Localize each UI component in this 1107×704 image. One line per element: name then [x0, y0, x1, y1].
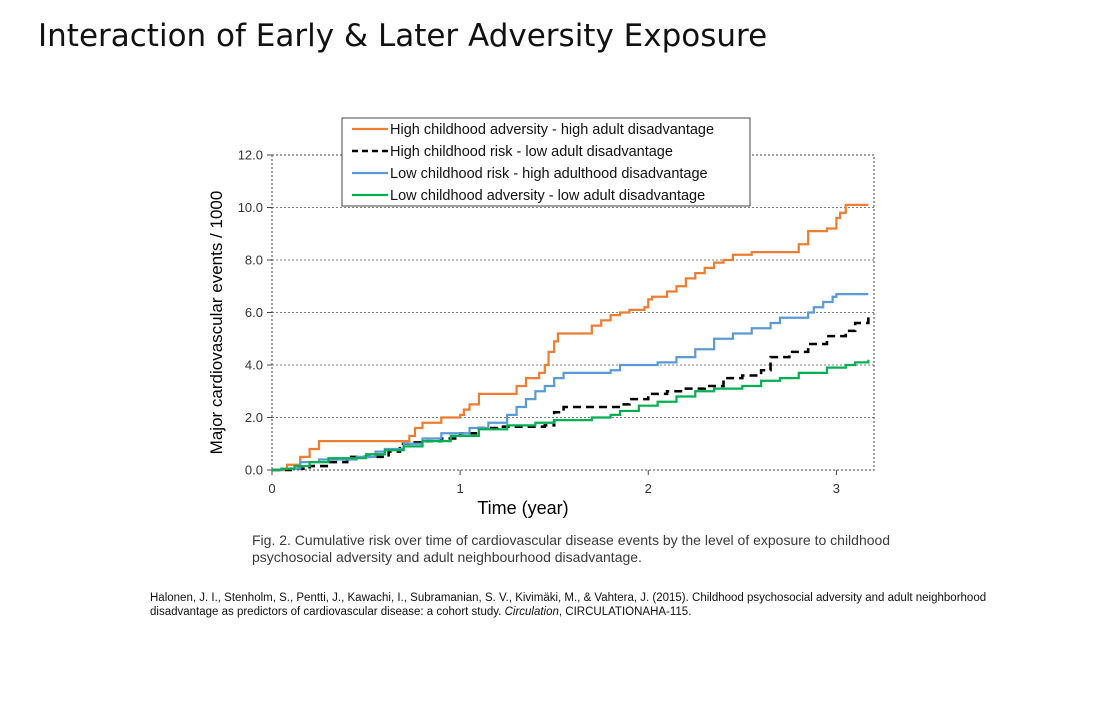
x-tick-label: 1 — [457, 481, 464, 496]
x-tick-label: 2 — [645, 481, 652, 496]
legend-label-2: High childhood risk - low adult disadvan… — [390, 144, 673, 160]
legend: High childhood adversity - high adult di… — [341, 117, 751, 207]
figure-caption: Fig. 2. Cumulative risk over time of car… — [252, 532, 891, 565]
citation-authors: Halonen, J. I., Stenholm, S., Pentti, J.… — [150, 592, 987, 618]
series-lines — [272, 203, 870, 472]
x-tick-label: 3 — [833, 481, 840, 496]
series-line-2 — [272, 312, 870, 472]
y-tick-label: 6.0 — [245, 305, 263, 320]
legend-box — [341, 117, 751, 207]
legend-label-1: High childhood adversity - high adult di… — [390, 122, 714, 138]
series-line-3 — [272, 293, 869, 472]
chart: 0.0 2.0 4.0 6.0 8.0 10.0 12.0 0 1 2 3 High childho… — [207, 117, 875, 518]
slide-title: Interaction of Early & Later Adversity E… — [38, 18, 768, 54]
chart-grid — [272, 207, 874, 418]
series-line-1 — [272, 203, 869, 472]
legend-label-3: Low childhood risk - high adulthood disa… — [390, 166, 708, 182]
axis-ticks: 0.0 2.0 4.0 6.0 8.0 10.0 12.0 0 1 2 3 — [238, 148, 840, 497]
y-tick-label: 4.0 — [245, 358, 263, 373]
x-axis-label: Time (year) — [477, 498, 568, 518]
legend-label-4: Low childhood adversity - low adult disa… — [390, 188, 705, 204]
citation-details: , CIRCULATIONAHA-115. — [558, 606, 692, 618]
y-tick-label: 2.0 — [245, 410, 263, 425]
citation-journal: Circulation — [504, 606, 559, 618]
y-tick-label: 10.0 — [238, 200, 263, 215]
y-axis-label: Major cardiovascular events / 1000 — [207, 191, 226, 455]
y-tick-label: 0.0 — [245, 463, 263, 478]
y-tick-label: 12.0 — [238, 148, 263, 163]
citation: Halonen, J. I., Stenholm, S., Pentti, J.… — [150, 591, 990, 619]
x-tick-label: 0 — [268, 481, 275, 496]
series-line-4 — [272, 359, 870, 472]
y-tick-label: 8.0 — [245, 253, 263, 268]
